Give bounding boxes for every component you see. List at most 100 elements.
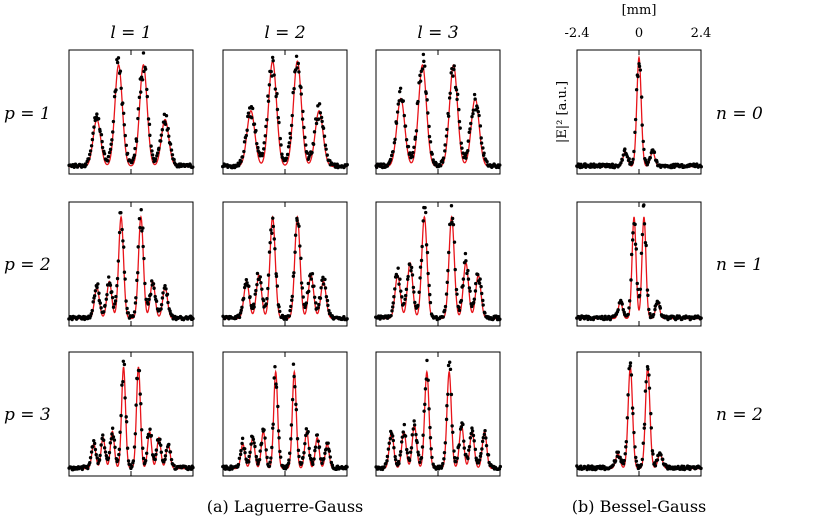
data-point: [451, 430, 455, 434]
data-point: [639, 463, 643, 467]
data-point: [473, 447, 478, 452]
data-point: [481, 436, 486, 440]
data-point: [107, 150, 112, 155]
data-point: [418, 79, 423, 83]
data-point: [104, 453, 109, 458]
data-point: [398, 453, 402, 457]
data-point: [423, 402, 427, 407]
data-point: [482, 432, 487, 437]
data-point: [624, 445, 628, 449]
data-point: [259, 280, 263, 285]
data-point: [579, 464, 583, 468]
data-point: [629, 373, 634, 377]
data-point: [462, 446, 466, 450]
data-point: [325, 298, 330, 303]
data-point: [425, 358, 429, 363]
data-point: [403, 434, 408, 438]
data-point: [322, 457, 326, 461]
data-point: [121, 359, 126, 363]
data-point: [317, 117, 321, 121]
data-point: [620, 302, 624, 306]
data-point: [124, 299, 128, 303]
data-point: [319, 286, 323, 290]
data-point: [425, 250, 430, 255]
panel-lg-p1-l3: [374, 49, 502, 175]
col-header-l3: l = 3: [417, 23, 458, 43]
data-point: [421, 52, 426, 57]
data-point: [239, 448, 243, 453]
data-point: [390, 434, 395, 438]
data-point: [319, 115, 324, 120]
data-point: [159, 139, 163, 143]
data-point: [116, 259, 121, 263]
data-point: [405, 447, 409, 452]
data-point: [119, 86, 123, 91]
data-point: [680, 162, 684, 167]
data-point: [459, 425, 464, 429]
data-point: [421, 219, 425, 223]
data-point: [467, 286, 472, 290]
data-point: [624, 440, 629, 444]
data-point: [451, 222, 456, 227]
data-point: [312, 295, 317, 300]
data-point: [97, 458, 102, 462]
data-point: [463, 251, 468, 256]
data-point: [629, 252, 634, 257]
data-point: [146, 117, 151, 121]
data-point: [642, 422, 647, 426]
data-point: [579, 162, 583, 167]
data-point: [417, 290, 421, 294]
data-point: [119, 413, 123, 418]
data-point: [402, 422, 407, 427]
data-point: [266, 94, 270, 98]
data-point: [125, 306, 129, 311]
data-point: [133, 432, 138, 436]
data-point: [455, 97, 459, 102]
data-point: [441, 315, 445, 319]
data-point: [328, 455, 332, 459]
data-point: [643, 389, 648, 393]
data-point: [637, 64, 642, 69]
data-point: [623, 147, 627, 151]
data-point: [256, 145, 260, 150]
data-point: [429, 447, 433, 451]
data-point: [285, 152, 290, 157]
data-point: [91, 300, 95, 304]
data-point: [144, 451, 149, 455]
data-point: [109, 142, 113, 146]
data-point: [306, 430, 310, 434]
data-point: [418, 73, 422, 78]
data-point: [144, 458, 148, 463]
data-point: [611, 463, 615, 467]
data-point: [314, 121, 319, 126]
data-point: [455, 292, 459, 296]
data-point: [400, 440, 404, 444]
data-point: [147, 122, 152, 127]
data-point: [103, 303, 107, 308]
panel-frame: [375, 49, 501, 175]
data-point: [245, 128, 249, 132]
data-point: [95, 285, 99, 290]
data-point: [661, 457, 665, 462]
data-point: [151, 454, 156, 459]
data-point: [699, 164, 703, 169]
data-point: [465, 271, 469, 276]
data-point: [317, 445, 322, 449]
row-label-p3: p = 3: [4, 405, 51, 425]
data-point: [443, 143, 447, 147]
data-point: [271, 216, 275, 220]
data-point: [642, 147, 646, 152]
data-point: [320, 461, 324, 465]
data-point: [248, 295, 252, 299]
data-point: [477, 281, 482, 285]
data-point: [637, 62, 641, 66]
data-point: [86, 466, 90, 471]
data-point: [642, 203, 646, 207]
data-point: [240, 305, 244, 310]
data-point: [111, 119, 116, 124]
data-point: [120, 227, 124, 232]
data-point: [320, 278, 324, 282]
data-point: [191, 165, 195, 169]
data-point: [621, 153, 626, 157]
data-point: [618, 455, 622, 460]
